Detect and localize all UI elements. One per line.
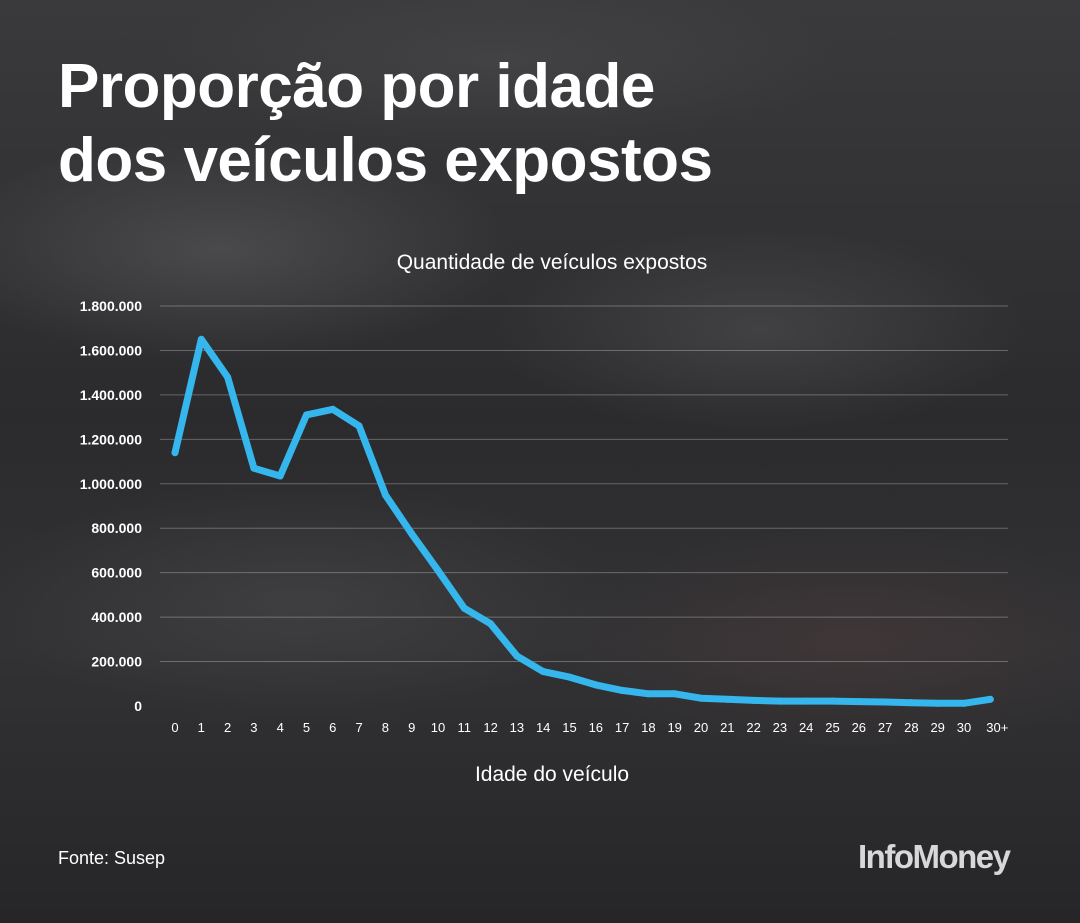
x-tick-label: 6	[329, 720, 336, 735]
data-point	[197, 335, 205, 343]
x-tick-label: 11	[458, 720, 472, 735]
x-tick-label: 17	[615, 720, 629, 735]
x-axis-ticks: 0 1 2 3 4 5 6 7 8 9 10 11 12 13 14 15 16 17 18 19 20 21 22 23 24…	[171, 720, 1008, 735]
x-tick-label: 8	[382, 720, 389, 735]
y-tick-label: 0	[134, 698, 142, 714]
chart-subtitle: Quantidade de veículos expostos	[397, 251, 708, 274]
x-tick-label: 3	[250, 720, 257, 735]
x-tick-label: 25	[825, 720, 839, 735]
data-point	[329, 405, 337, 413]
title-line-1: Proporção por idade	[58, 52, 655, 121]
title-line-2: dos veículos expostos	[58, 126, 713, 195]
data-point	[566, 673, 573, 681]
data-point	[697, 694, 705, 702]
x-tick-label: 24	[799, 720, 813, 735]
y-tick-label: 200.000	[91, 654, 142, 670]
data-point	[276, 472, 284, 480]
x-tick-label: 10	[431, 720, 445, 735]
x-tick-label: 9	[408, 720, 415, 735]
x-tick-label: 26	[852, 720, 866, 735]
x-tick-label: 19	[667, 720, 681, 735]
data-point	[671, 690, 679, 698]
x-tick-label: 16	[589, 720, 603, 735]
data-point	[723, 695, 731, 703]
data-point	[460, 604, 468, 612]
data-point	[434, 566, 442, 574]
x-tick-label: 21	[720, 720, 734, 735]
x-tick-label: 4	[277, 720, 284, 735]
data-point	[776, 697, 784, 705]
data-point	[986, 695, 994, 703]
x-tick-label: 27	[878, 720, 892, 735]
data-point	[907, 699, 915, 707]
data-point	[960, 699, 968, 707]
x-tick-label: 15	[562, 720, 576, 735]
x-tick-label: 30	[957, 720, 971, 735]
page-title: Proporção por idade dos veículos exposto…	[58, 50, 958, 198]
x-tick-label: 22	[746, 720, 760, 735]
infomoney-logo: InfoMoney	[858, 838, 1011, 875]
source-note: Fonte: Susep	[58, 848, 166, 868]
x-tick-label: 2	[224, 720, 231, 735]
data-point	[408, 530, 416, 538]
x-tick-label: 18	[641, 720, 655, 735]
data-point	[855, 698, 863, 706]
data-point	[487, 620, 495, 628]
data-point	[513, 652, 521, 660]
y-tick-label: 800.000	[91, 520, 142, 536]
x-tick-label: 29	[930, 720, 944, 735]
y-tick-label: 1.400.000	[80, 387, 142, 403]
data-point	[303, 411, 310, 419]
y-tick-label: 600.000	[91, 565, 142, 581]
data-point	[934, 699, 942, 707]
data-point	[171, 449, 179, 457]
data-point	[224, 373, 232, 381]
x-tick-label: 12	[483, 720, 497, 735]
x-tick-label: 7	[355, 720, 362, 735]
series-line	[171, 335, 994, 707]
x-tick-label: 14	[536, 720, 550, 735]
gridlines	[160, 305, 1008, 663]
x-tick-label: 5	[303, 720, 310, 735]
x-tick-label: 23	[773, 720, 787, 735]
data-point	[881, 698, 889, 706]
data-point	[802, 697, 810, 705]
data-point	[644, 690, 652, 698]
y-tick-label: 1.200.000	[80, 431, 142, 447]
x-tick-label: 20	[694, 720, 708, 735]
data-point	[355, 422, 363, 430]
data-point	[618, 686, 626, 694]
x-tick-label: 1	[198, 720, 205, 735]
x-tick-label: 13	[510, 720, 524, 735]
x-axis-label: Idade do veículo	[475, 763, 629, 786]
y-tick-label: 1.800.000	[80, 298, 142, 314]
x-tick-label: 28	[904, 720, 918, 735]
data-point	[592, 681, 600, 689]
series-layer	[171, 335, 994, 707]
y-axis-ticks: 0 200.000 400.000 600.000 800.000 1.000.000 1.…	[80, 298, 143, 714]
x-tick-label: 0	[171, 720, 178, 735]
y-tick-label: 400.000	[91, 609, 142, 625]
data-point	[381, 491, 389, 499]
y-tick-label: 1.000.000	[80, 476, 142, 492]
y-tick-label: 1.600.000	[80, 342, 142, 358]
data-point	[829, 697, 836, 705]
data-point	[750, 696, 758, 704]
data-point	[250, 464, 258, 472]
x-tick-label: 30+	[986, 720, 1008, 735]
data-point	[539, 668, 547, 676]
